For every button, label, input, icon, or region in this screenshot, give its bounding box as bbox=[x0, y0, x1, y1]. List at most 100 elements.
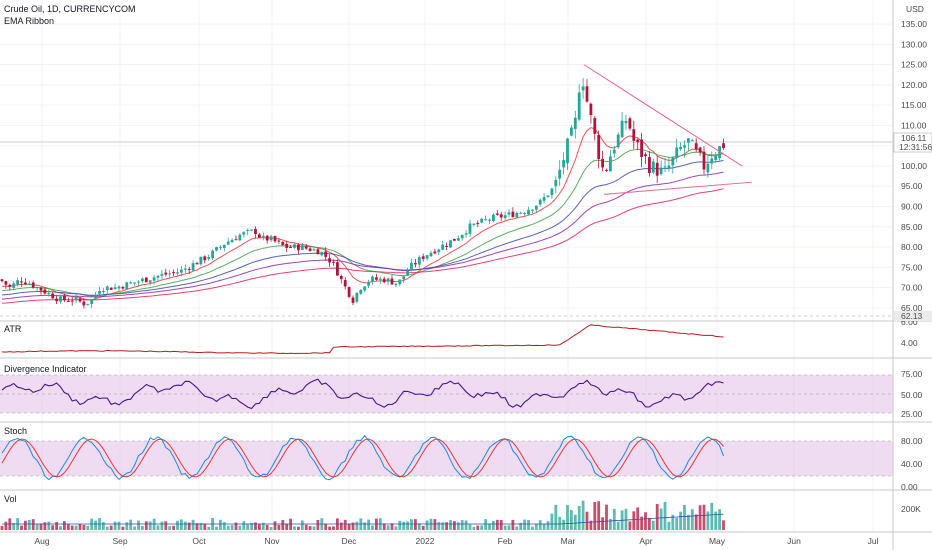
volume-bar bbox=[410, 519, 413, 530]
atr-tick-6: 6.00 bbox=[901, 317, 918, 327]
volume-bar bbox=[527, 520, 530, 530]
price-pane[interactable] bbox=[0, 64, 893, 317]
volume-bar bbox=[109, 525, 113, 530]
candle-body bbox=[367, 281, 370, 286]
candle-body bbox=[609, 156, 612, 172]
atr-title[interactable]: ATR bbox=[4, 324, 22, 334]
candle-body bbox=[437, 249, 441, 253]
candle-body bbox=[550, 188, 554, 196]
candle-body bbox=[694, 143, 698, 150]
candle-body bbox=[222, 244, 226, 249]
volume-bar bbox=[4, 521, 8, 530]
volume-bar bbox=[710, 502, 714, 530]
volume-bar bbox=[671, 514, 675, 530]
candle-body bbox=[394, 283, 398, 286]
candle-body bbox=[347, 287, 351, 297]
divergence-pane[interactable]: Divergence Indicator 75.00 50.00 25.00 bbox=[0, 364, 923, 419]
volume-bar bbox=[628, 521, 632, 530]
candle-body bbox=[406, 271, 409, 276]
candle-body bbox=[671, 157, 675, 166]
price-tick: 70.00 bbox=[901, 283, 923, 293]
stoch-pane[interactable]: Stoch 80.00 40.00 0.00 bbox=[0, 426, 923, 492]
candle-body bbox=[546, 195, 550, 198]
candle-body bbox=[66, 300, 70, 302]
volume-bar bbox=[343, 519, 347, 530]
volume-bar bbox=[351, 522, 355, 530]
candle-body bbox=[534, 205, 538, 210]
candle-body bbox=[648, 157, 651, 174]
candle-body bbox=[484, 219, 487, 221]
time-axis[interactable]: Aug Sep Oct Nov Dec 2022 Feb Mar Apr May Jun Jul bbox=[34, 536, 878, 546]
candle-body bbox=[667, 165, 671, 169]
volume-bar bbox=[507, 525, 511, 530]
volume-bar bbox=[675, 517, 679, 530]
atr-line bbox=[1, 324, 724, 355]
volume-title[interactable]: Vol bbox=[4, 494, 17, 504]
candle-body bbox=[144, 277, 148, 283]
div-tick-75: 75.00 bbox=[901, 369, 923, 379]
candle-body bbox=[589, 103, 593, 115]
volume-bar bbox=[261, 522, 265, 530]
candle-body bbox=[316, 249, 320, 255]
volume-bar bbox=[632, 511, 636, 530]
volume-bar bbox=[581, 500, 585, 530]
candle-body bbox=[507, 212, 511, 215]
price-tick: 85.00 bbox=[901, 222, 923, 232]
candle-body bbox=[390, 278, 394, 285]
candle-body bbox=[710, 158, 714, 164]
atr-pane[interactable]: ATR 6.00 4.00 bbox=[1, 317, 918, 355]
support-trendline[interactable] bbox=[603, 181, 753, 195]
volume-bar bbox=[414, 519, 417, 530]
volume-bar bbox=[394, 526, 398, 530]
volume-bar bbox=[566, 505, 569, 530]
volume-bar bbox=[55, 522, 58, 530]
candle-body bbox=[410, 262, 413, 271]
volume-bar bbox=[117, 521, 121, 530]
resistance-trendline[interactable] bbox=[583, 64, 743, 167]
ema-ribbon bbox=[1, 127, 724, 304]
candle-body bbox=[297, 244, 300, 251]
candle-body bbox=[168, 273, 172, 275]
volume-bar bbox=[324, 524, 328, 530]
volume-bar bbox=[683, 504, 686, 530]
volume-bar bbox=[242, 521, 246, 530]
trendlines[interactable] bbox=[583, 64, 753, 195]
volume-bar bbox=[234, 522, 238, 530]
volume-bar bbox=[47, 521, 51, 530]
candle-body bbox=[398, 279, 402, 285]
candle-body bbox=[359, 289, 363, 294]
volume-bar bbox=[78, 524, 82, 530]
volume-bar bbox=[605, 504, 608, 530]
volume-bar bbox=[230, 525, 234, 530]
volume-bar bbox=[538, 520, 542, 530]
candle-body bbox=[300, 245, 304, 250]
price-tick: 135.00 bbox=[901, 19, 927, 29]
volume-bar bbox=[573, 514, 577, 530]
volume-bar bbox=[640, 516, 643, 530]
grid bbox=[0, 0, 893, 532]
volume-bar bbox=[86, 525, 90, 530]
volume-pane[interactable]: Vol 200K bbox=[0, 494, 922, 530]
price-axis[interactable]: 135.00130.00125.00120.00115.00110.00105.… bbox=[901, 19, 927, 313]
volume-bar bbox=[164, 521, 168, 530]
time-tick: Apr bbox=[639, 536, 652, 546]
indicator-label[interactable]: EMA Ribbon bbox=[4, 16, 54, 26]
symbol-title[interactable]: Crude Oil, 1D, CURRENCYCOM bbox=[4, 4, 136, 14]
divergence-title[interactable]: Divergence Indicator bbox=[4, 364, 87, 374]
volume-bar bbox=[195, 523, 199, 530]
candle-body bbox=[4, 281, 8, 285]
candle-body bbox=[176, 272, 179, 274]
candle-body bbox=[195, 263, 199, 265]
candle-body bbox=[433, 251, 437, 254]
candle-body bbox=[511, 211, 515, 218]
candle-body bbox=[199, 256, 203, 265]
last-price-badge: 106.11 12:31:56 bbox=[893, 132, 932, 153]
volume-bar bbox=[265, 524, 269, 530]
candle-body bbox=[620, 120, 624, 138]
stoch-d-line bbox=[1, 438, 724, 478]
time-tick: Feb bbox=[498, 536, 513, 546]
candle-body bbox=[172, 272, 175, 274]
stoch-title[interactable]: Stoch bbox=[4, 426, 27, 436]
candle-body bbox=[441, 244, 445, 250]
